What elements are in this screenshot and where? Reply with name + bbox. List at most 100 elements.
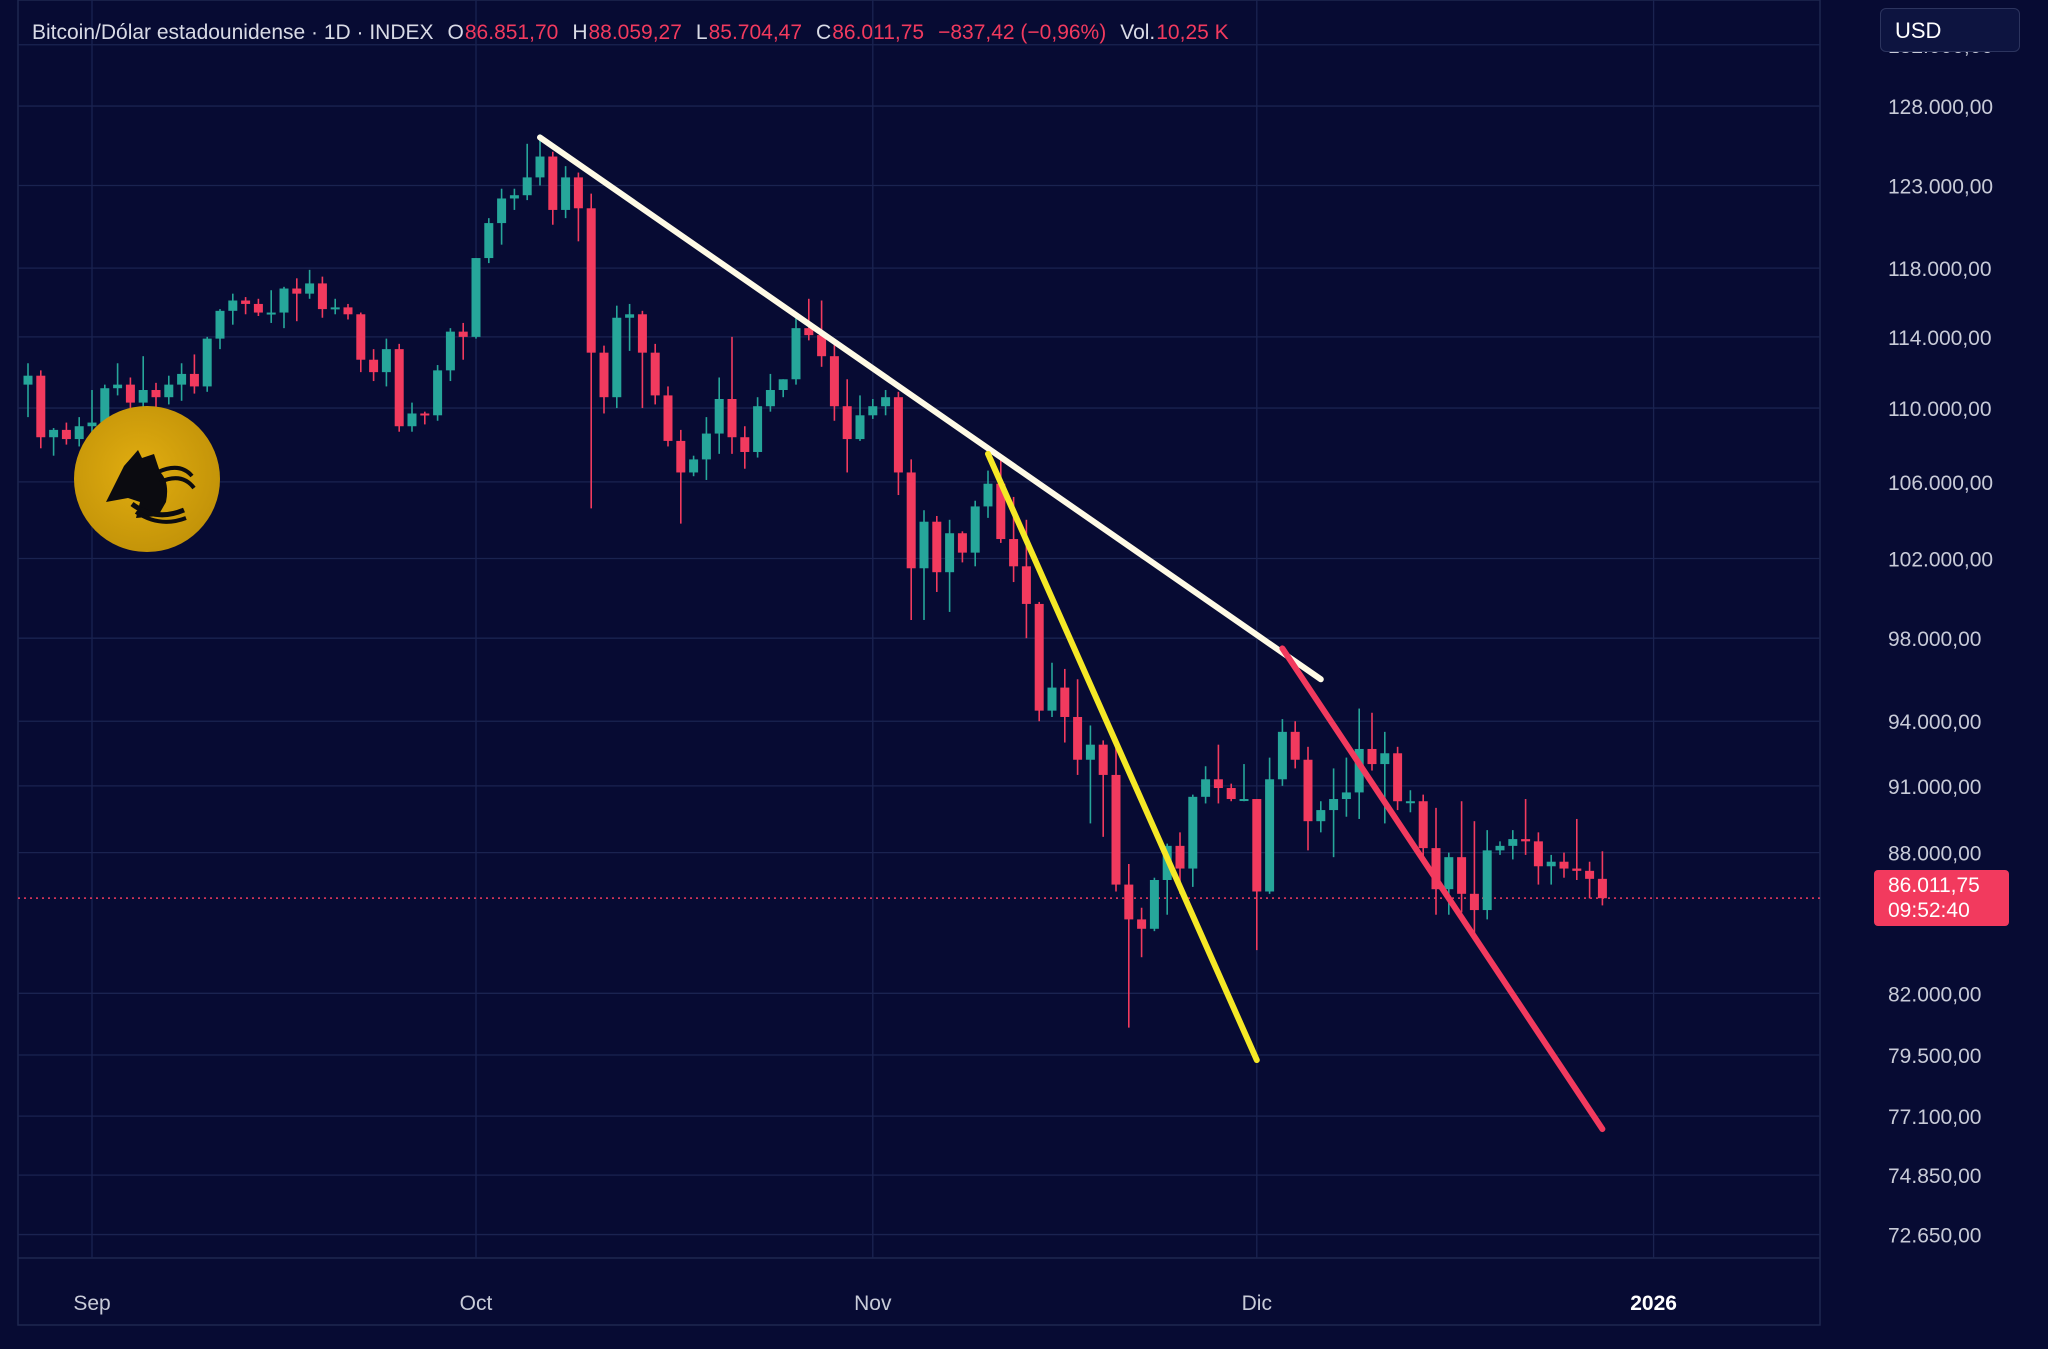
candle[interactable]: [868, 399, 878, 419]
candle[interactable]: [1521, 799, 1531, 855]
candle[interactable]: [1482, 830, 1492, 920]
candle[interactable]: [612, 305, 622, 409]
candle[interactable]: [778, 379, 788, 398]
candle[interactable]: [573, 172, 583, 242]
candle[interactable]: [49, 428, 59, 456]
candle[interactable]: [1073, 679, 1083, 775]
candle[interactable]: [1597, 851, 1607, 906]
candle[interactable]: [1124, 863, 1134, 1028]
candle[interactable]: [586, 193, 596, 509]
candle[interactable]: [279, 286, 289, 329]
candle[interactable]: [996, 455, 1006, 543]
candle[interactable]: [1367, 712, 1377, 771]
candle[interactable]: [919, 510, 929, 620]
candle[interactable]: [1047, 662, 1057, 717]
candle[interactable]: [87, 390, 97, 436]
candle[interactable]: [625, 303, 635, 351]
candle[interactable]: [714, 377, 724, 454]
candle[interactable]: [394, 343, 404, 432]
candle[interactable]: [701, 417, 711, 480]
candle[interactable]: [650, 343, 660, 405]
trendline-red[interactable]: [1279, 645, 1606, 1133]
candle[interactable]: [676, 429, 686, 524]
candle[interactable]: [1341, 757, 1351, 817]
candle[interactable]: [253, 298, 263, 317]
candle[interactable]: [1188, 794, 1198, 887]
candle[interactable]: [471, 258, 481, 339]
candle[interactable]: [1431, 807, 1441, 915]
candle[interactable]: [932, 515, 942, 592]
candle[interactable]: [177, 363, 187, 401]
candle[interactable]: [829, 343, 839, 421]
candle[interactable]: [957, 531, 967, 563]
candle[interactable]: [1508, 830, 1518, 860]
candle[interactable]: [983, 470, 993, 518]
candle[interactable]: [855, 395, 865, 441]
candle[interactable]: [1239, 764, 1249, 802]
candle[interactable]: [1111, 740, 1121, 892]
candle[interactable]: [215, 309, 225, 350]
candle[interactable]: [881, 390, 891, 416]
candle[interactable]: [1457, 801, 1467, 913]
candle[interactable]: [1303, 746, 1313, 851]
candle[interactable]: [1213, 744, 1223, 804]
candle[interactable]: [1265, 757, 1275, 894]
candle[interactable]: [1572, 818, 1582, 880]
candle[interactable]: [484, 218, 494, 264]
candle[interactable]: [893, 391, 903, 496]
candle[interactable]: [1034, 601, 1044, 722]
candle[interactable]: [1405, 790, 1415, 813]
candle[interactable]: [535, 134, 545, 186]
candle[interactable]: [522, 143, 532, 201]
candle[interactable]: [1149, 877, 1159, 932]
candle[interactable]: [1444, 852, 1454, 915]
candle[interactable]: [305, 269, 315, 299]
candle[interactable]: [369, 349, 379, 382]
candle[interactable]: [74, 417, 84, 447]
candle[interactable]: [1533, 832, 1543, 885]
candle[interactable]: [1329, 768, 1339, 858]
candle[interactable]: [1290, 721, 1300, 769]
candle[interactable]: [906, 459, 916, 620]
candle[interactable]: [1252, 799, 1262, 951]
candle[interactable]: [23, 363, 33, 418]
candle[interactable]: [1546, 854, 1556, 885]
candle[interactable]: [1469, 821, 1479, 936]
candle[interactable]: [804, 298, 814, 341]
candle[interactable]: [727, 336, 737, 454]
candle[interactable]: [1060, 668, 1070, 743]
candle[interactable]: [1277, 719, 1287, 786]
candle[interactable]: [433, 365, 443, 421]
candle[interactable]: [292, 278, 302, 322]
candle[interactable]: [1380, 731, 1390, 824]
candle[interactable]: [548, 151, 558, 225]
candle[interactable]: [420, 411, 430, 425]
candle[interactable]: [561, 166, 571, 219]
candle[interactable]: [509, 188, 519, 210]
candle[interactable]: [164, 375, 174, 405]
candle[interactable]: [970, 500, 980, 567]
candle[interactable]: [266, 290, 276, 323]
candle[interactable]: [202, 336, 212, 392]
candle[interactable]: [61, 422, 71, 445]
candle[interactable]: [1418, 794, 1428, 862]
candle[interactable]: [497, 188, 507, 245]
candle[interactable]: [791, 314, 801, 385]
candle[interactable]: [228, 293, 238, 325]
candle[interactable]: [1585, 861, 1595, 899]
candle[interactable]: [945, 519, 955, 612]
candle[interactable]: [637, 310, 647, 409]
candle[interactable]: [753, 397, 763, 458]
candle[interactable]: [113, 363, 123, 396]
candle[interactable]: [458, 322, 468, 360]
candle[interactable]: [663, 386, 673, 447]
candle[interactable]: [445, 328, 455, 382]
candle[interactable]: [1393, 746, 1403, 811]
candle[interactable]: [765, 373, 775, 412]
trendline-white[interactable]: [537, 134, 1324, 683]
candle[interactable]: [1226, 783, 1236, 802]
symbol-title[interactable]: Bitcoin/Dólar estadounidense · 1D · INDE…: [32, 21, 434, 44]
candle[interactable]: [1098, 740, 1108, 837]
candle[interactable]: [740, 426, 750, 469]
